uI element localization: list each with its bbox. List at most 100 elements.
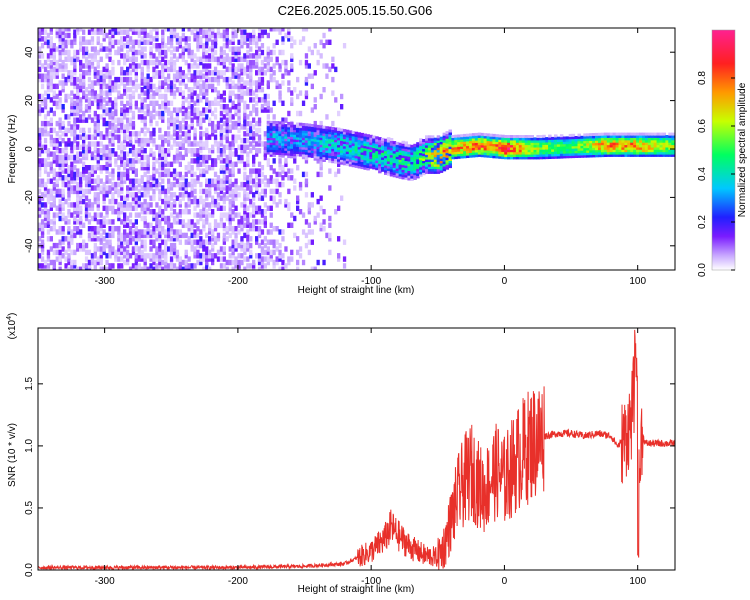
spectrogram-ridge-cell (568, 150, 573, 154)
spectrogram-cell (79, 43, 83, 49)
spectrogram-ridge-cell (389, 152, 394, 156)
spectrogram-cell (90, 87, 95, 93)
spectrogram-cell (49, 141, 53, 147)
spectrogram-cell (187, 131, 191, 137)
spectrogram-ridge-cell (407, 177, 411, 181)
spectrogram-ridge-cell (298, 129, 303, 133)
spectrogram-cell (38, 76, 42, 83)
spectrogram-cell (290, 56, 294, 62)
spectrogram-cell (260, 195, 265, 201)
spectrogram-ridge-cell (410, 151, 414, 155)
spectrogram-cell (175, 141, 180, 147)
spectrogram-cell (269, 205, 273, 211)
spectrogram-cell (117, 215, 121, 222)
spectrogram-ridge-cell (527, 142, 532, 146)
spectrogram-cell (340, 104, 344, 110)
spectrogram-cell (228, 232, 232, 239)
spectrogram-ridge-cell (445, 131, 449, 135)
spectrogram-cell (167, 46, 171, 52)
spectrogram-cell (263, 256, 267, 262)
spectrogram-ridge-cell (325, 145, 329, 149)
spectrogram-cell (108, 171, 112, 178)
spectrogram-cell (134, 229, 138, 235)
spectrogram-cell (249, 222, 253, 228)
spectrogram-cell (152, 188, 156, 195)
spectrogram-cell (40, 36, 45, 42)
spectrogram-cell (114, 226, 118, 232)
spectrogram-ridge-cell (521, 135, 526, 138)
spectrogram-cell (178, 219, 182, 225)
spectrogram-cell (172, 171, 177, 178)
spectrogram-ridge-cell (627, 135, 631, 138)
spectrogram-cell (84, 144, 89, 150)
spectrogram-ridge-cell (630, 144, 634, 148)
spectrogram-cell (228, 171, 232, 178)
spectrogram-cell (205, 212, 209, 218)
spectrogram-cell (82, 168, 86, 174)
spectrogram-ridge-cell (430, 166, 435, 170)
spectrogram-cell (134, 171, 138, 178)
spectrogram-cell (52, 259, 56, 266)
spectrogram-cell (61, 29, 65, 35)
spectrogram-cell (82, 49, 86, 56)
spectrogram-ridge-cell (325, 128, 329, 132)
spectrogram-ridge-cell (381, 145, 385, 149)
spectrogram-ridge-cell (404, 158, 408, 161)
spectrogram-ridge-cell (310, 128, 315, 132)
spectrogram-ridge-cell (290, 134, 294, 137)
spectrogram-ridge-cell (469, 142, 473, 146)
spectrogram-cell (143, 171, 147, 178)
spectrogram-cell (240, 226, 244, 232)
spectrogram-ridge-cell (290, 136, 294, 140)
spectrogram-cell (70, 124, 74, 130)
spectrogram-ridge-cell (621, 146, 625, 150)
spectrogram-cell (128, 185, 133, 191)
spectrogram-cell (161, 117, 165, 123)
spectrogram-ridge-cell (401, 159, 405, 163)
spectrogram-cell (169, 100, 174, 106)
spectrogram-ridge-cell (556, 139, 561, 143)
spectrogram-cell (213, 32, 218, 39)
spectrogram-ridge-cell (298, 132, 303, 136)
spectrogram-cell (237, 134, 241, 140)
spectrogram-cell (117, 93, 121, 100)
spectrogram-ridge-cell (287, 150, 291, 154)
spectrogram-ridge-cell (398, 164, 403, 167)
spectrogram-cell (111, 87, 115, 93)
spectrogram-cell (260, 49, 265, 56)
spectrogram-cell (331, 76, 335, 83)
spectrogram-cell (293, 158, 297, 164)
spectrogram-ridge-cell (328, 126, 332, 130)
spectrogram-cell (269, 107, 273, 113)
spectrogram-ridge-cell (436, 154, 441, 158)
spectrogram-cell (266, 59, 270, 66)
spectrogram-ridge-cell (524, 139, 529, 143)
spectrogram-cell (49, 39, 53, 45)
spectrogram-cell (237, 39, 241, 45)
spectrogram-cell (222, 114, 226, 120)
spectrogram-ridge-cell (298, 148, 303, 152)
spectrogram-ridge-cell (313, 150, 318, 154)
spectrogram-cell (152, 141, 156, 147)
spectrogram-cell (216, 249, 221, 256)
spectrogram-cell (208, 53, 212, 59)
spectrogram-cell (58, 49, 62, 56)
spectrogram-cell (211, 256, 215, 262)
spectrogram-cell (137, 43, 141, 49)
spectrogram-ridge-cell (348, 135, 353, 139)
spectrogram-cell (181, 185, 185, 191)
spectrogram-cell (208, 222, 212, 228)
spectrogram-cell (246, 212, 250, 218)
spectrogram-cell (222, 63, 226, 69)
spectrogram-cell (58, 205, 62, 211)
spectrogram-cell (67, 120, 71, 127)
spectrogram-cell (167, 226, 171, 232)
spectrogram-cell (205, 63, 209, 69)
spectrogram-cell (49, 28, 53, 32)
spectrogram-cell (231, 73, 235, 79)
spectrogram-ridge-cell (386, 149, 391, 152)
spectrogram-ridge-cell (395, 149, 400, 152)
spectrogram-ridge-cell (345, 160, 350, 164)
spectrogram-ridge-cell (556, 146, 561, 150)
spectrogram-cell (193, 134, 197, 140)
